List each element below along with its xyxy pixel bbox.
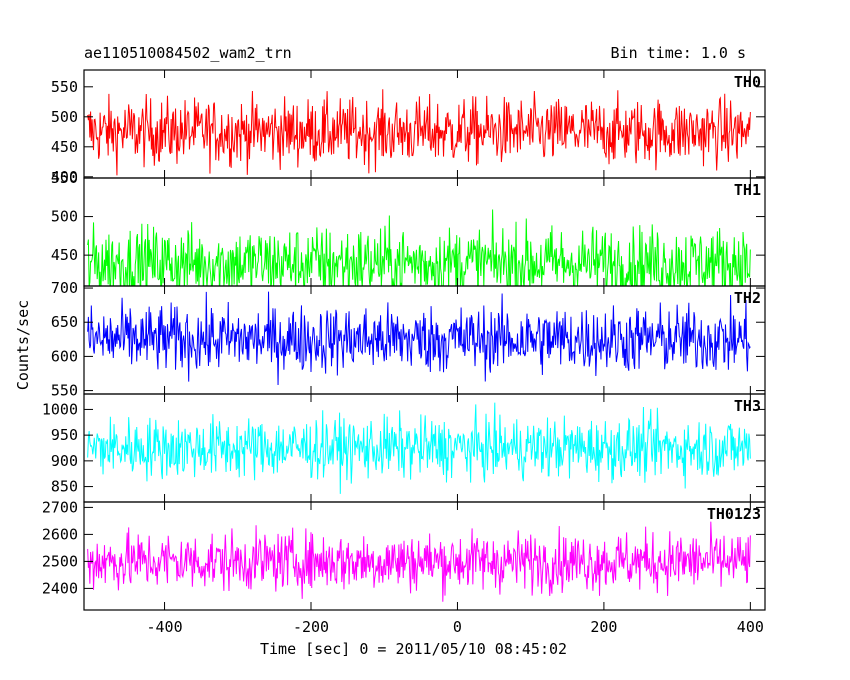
x-tick-label: 400 xyxy=(737,618,764,636)
y-axis-label: Counts/sec xyxy=(14,299,32,391)
x-axis-label: Time [sec] 0 = 2011/05/10 08:45:02 xyxy=(260,640,568,658)
y-tick-label: 2700 xyxy=(42,498,78,516)
y-tick-label: 600 xyxy=(51,347,78,365)
y-tick-label: 450 xyxy=(51,246,78,264)
y-tick-label: 2400 xyxy=(42,579,78,597)
series-line-th0123 xyxy=(87,521,751,602)
panel-frame-th0123 xyxy=(83,501,766,611)
y-tick-label: 650 xyxy=(51,313,78,331)
y-tick-label: 2500 xyxy=(42,552,78,570)
y-tick-label: 550 xyxy=(51,382,78,400)
panel-label-th3: TH3 xyxy=(734,397,761,415)
panel-label-th0: TH0 xyxy=(734,73,761,91)
y-tick-label: 850 xyxy=(51,478,78,496)
panel-label-th1: TH1 xyxy=(734,181,761,199)
x-tick-label: 0 xyxy=(453,618,462,636)
y-tick-label: 2600 xyxy=(42,525,78,543)
x-tick-label: -400 xyxy=(146,618,182,636)
y-tick-label: 900 xyxy=(51,452,78,470)
y-tick-label: 550 xyxy=(51,78,78,96)
y-tick-label: 700 xyxy=(51,279,78,297)
x-tick-label: 200 xyxy=(590,618,617,636)
series-line-th2 xyxy=(87,291,751,385)
panel-frame-th3 xyxy=(83,393,766,503)
y-tick-label: 450 xyxy=(51,138,78,156)
y-tick-label: 500 xyxy=(51,208,78,226)
chart-title: ae110510084502_wam2_trn xyxy=(84,44,292,62)
series-line-th1 xyxy=(87,209,751,286)
series-line-th0 xyxy=(87,89,751,176)
y-tick-label: 550 xyxy=(51,169,78,187)
panel-label-th0123: TH0123 xyxy=(707,505,761,523)
series-line-th3 xyxy=(87,402,751,494)
panel-label-th2: TH2 xyxy=(734,289,761,307)
bin-time-label: Bin time: 1.0 s xyxy=(610,44,746,62)
y-tick-label: 1000 xyxy=(42,400,78,418)
y-tick-label: 950 xyxy=(51,426,78,444)
y-tick-label: 500 xyxy=(51,108,78,126)
x-tick-label: -200 xyxy=(293,618,329,636)
y-tick-label: 400 xyxy=(51,168,78,186)
